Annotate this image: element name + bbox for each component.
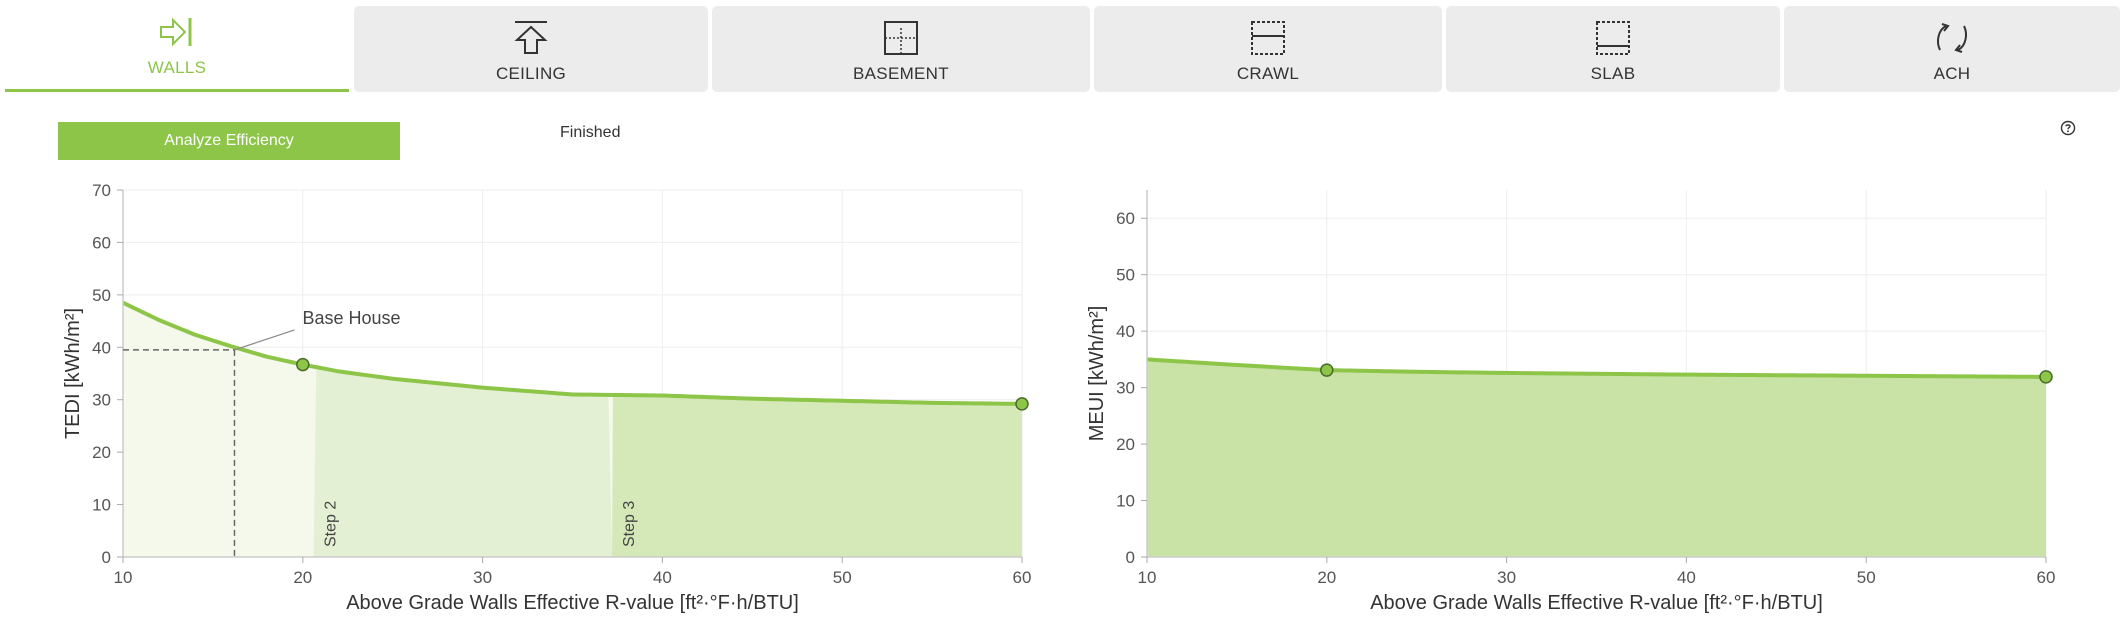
tab-ceiling[interactable]: CEILING [354, 6, 708, 92]
step-area [612, 394, 1022, 557]
step-label: Step 3 [621, 501, 638, 547]
analyze-efficiency-button[interactable]: Analyze Efficiency [58, 122, 400, 160]
tab-label: SLAB [1590, 64, 1636, 83]
x-tick-label: 10 [114, 568, 133, 587]
data-point-marker [1320, 363, 1334, 377]
question-circle-icon[interactable] [2060, 120, 2076, 136]
x-tick-label: 50 [833, 568, 852, 587]
x-tick-label: 40 [1677, 568, 1696, 587]
step-label: Step 2 [323, 501, 340, 547]
x-tick-label: 30 [1497, 568, 1516, 587]
y-tick-label: 70 [92, 181, 111, 200]
tab-basement[interactable]: BASEMENT [712, 6, 1090, 92]
y-tick-label: 60 [1116, 209, 1135, 228]
x-tick-label: 60 [2037, 568, 2056, 587]
arrow-up-bar-icon [514, 21, 548, 54]
tab-label: WALLS [147, 58, 207, 77]
tab-label: BASEMENT [853, 64, 949, 83]
x-tick-label: 10 [1138, 568, 1157, 587]
basement-square-icon [884, 21, 918, 55]
y-tick-label: 20 [92, 443, 111, 462]
series-line [122, 300, 1023, 406]
y-tick-label: 30 [92, 391, 111, 410]
x-tick-label: 60 [1013, 568, 1032, 587]
slab-square-icon [1596, 21, 1630, 55]
x-axis-label: Above Grade Walls Effective R-value [ft²… [346, 592, 799, 614]
y-axis-label: MEUI [kWh/m²] [1086, 306, 1108, 442]
y-tick-label: 50 [1116, 266, 1135, 285]
step-area [313, 367, 613, 557]
data-point-marker [1015, 397, 1029, 411]
tab-slab[interactable]: SLAB [1446, 6, 1780, 92]
x-tick-label: 30 [473, 568, 492, 587]
y-tick-label: 40 [92, 338, 111, 357]
y-tick-label: 10 [1116, 492, 1135, 511]
tab-crawl[interactable]: CRAWL [1094, 6, 1442, 92]
crawl-square-icon [1251, 21, 1285, 55]
tab-label: CRAWL [1236, 64, 1300, 83]
x-tick-label: 40 [653, 568, 672, 587]
y-tick-label: 20 [1116, 435, 1135, 454]
x-tick-label: 20 [293, 568, 312, 587]
tab-label: ACH [1933, 64, 1971, 83]
y-tick-label: 30 [1116, 379, 1135, 398]
base-house-leader [234, 329, 295, 351]
data-point-marker [2039, 370, 2053, 384]
y-axis-label: TEDI [kWh/m²] [62, 308, 84, 439]
tab-bar: WALLS CEILING BASEMENT CRAWL SLAB [0, 0, 2124, 96]
finished-option[interactable]: Finished [560, 124, 621, 141]
y-tick-label: 60 [92, 233, 111, 252]
series-line [1146, 357, 2047, 379]
tab-walls[interactable]: WALLS [5, 0, 349, 92]
y-tick-label: 50 [92, 286, 111, 305]
y-tick-label: 0 [1126, 548, 1135, 567]
area-fill [1147, 359, 2046, 557]
x-tick-label: 50 [1857, 568, 1876, 587]
x-axis-label: Above Grade Walls Effective R-value [ft²… [1370, 592, 1823, 614]
tab-label: CEILING [495, 64, 567, 83]
y-tick-label: 0 [102, 548, 111, 567]
base-house-label: Base House [302, 308, 400, 328]
arrow-right-bar-icon [160, 17, 192, 47]
data-point-marker [296, 357, 310, 372]
x-tick-label: 20 [1317, 568, 1336, 587]
tab-ach[interactable]: ACH [1784, 6, 2120, 92]
refresh-arrows-icon [1937, 23, 1967, 53]
y-tick-label: 40 [1116, 322, 1135, 341]
y-tick-label: 10 [92, 496, 111, 515]
